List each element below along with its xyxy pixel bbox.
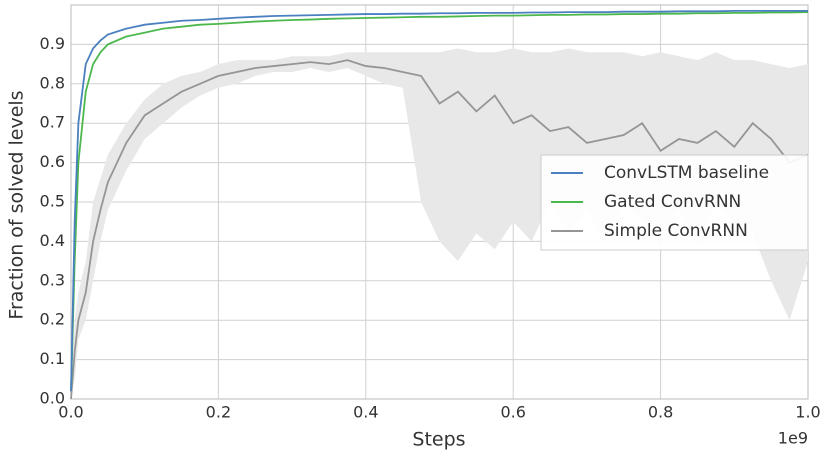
y-tick-label: 0.8 <box>40 73 65 92</box>
line <box>70 59 809 400</box>
y-tick-label: 0.3 <box>40 270 65 289</box>
y-tick-label: 0.7 <box>40 113 65 132</box>
x-tick-label: 1.0 <box>795 403 820 422</box>
band <box>71 48 808 400</box>
line <box>70 11 809 392</box>
y-tick-label: 0.5 <box>40 192 65 211</box>
x-tick-label: 0.0 <box>58 403 83 422</box>
y-tick-label: 0.1 <box>40 349 65 368</box>
x-axis-label: Steps <box>412 429 465 451</box>
y-tick-label: 0.9 <box>40 34 65 53</box>
x-tick-label: 0.8 <box>648 403 673 422</box>
y-tick-label: 0.4 <box>40 231 65 250</box>
x-tick-label: 0.4 <box>353 403 378 422</box>
legend-label: Simple ConvRNN <box>604 221 748 241</box>
line <box>70 10 808 392</box>
y-tick-label: 0.0 <box>40 389 65 408</box>
legend-label: Gated ConvRNN <box>604 192 741 212</box>
x-tick-label: 0.2 <box>206 403 231 422</box>
x-tick-label: 0.6 <box>500 403 525 422</box>
y-tick-label: 0.6 <box>40 152 65 171</box>
legend-box <box>540 154 809 251</box>
y-axis-label: Fraction of solved levels <box>6 90 28 319</box>
x-offset-label: 1e9 <box>778 429 808 448</box>
y-tick-label: 0.2 <box>40 310 65 329</box>
legend-label: ConvLSTM baseline <box>604 163 769 183</box>
